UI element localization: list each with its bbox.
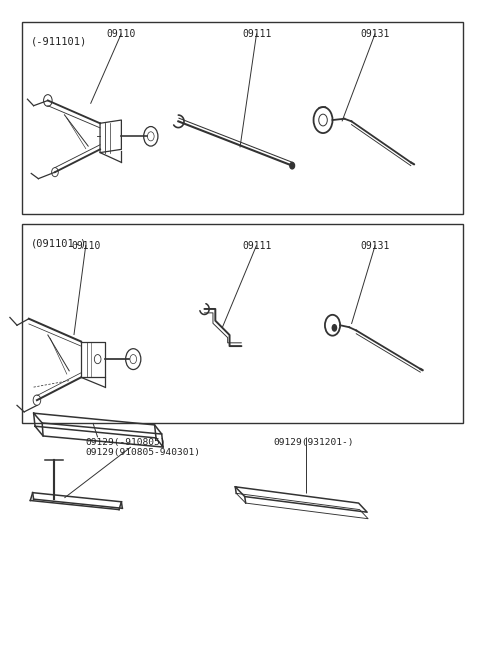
- Text: (-911101): (-911101): [31, 37, 87, 47]
- Text: 09129(910805-940301): 09129(910805-940301): [86, 448, 201, 457]
- Text: 09110: 09110: [107, 29, 136, 39]
- Text: 09111: 09111: [242, 29, 271, 39]
- Text: 09129(931201-): 09129(931201-): [273, 438, 354, 447]
- Bar: [22, 22, 463, 214]
- Bar: [22, 224, 463, 423]
- Text: 09110: 09110: [71, 240, 100, 250]
- Text: 09131: 09131: [360, 240, 390, 250]
- Text: 09131: 09131: [360, 29, 390, 39]
- Text: (091101-): (091101-): [31, 238, 87, 248]
- Text: 09129(-910805): 09129(-910805): [86, 438, 166, 447]
- Text: 09111: 09111: [242, 240, 271, 250]
- Circle shape: [332, 324, 337, 332]
- Circle shape: [290, 162, 295, 169]
